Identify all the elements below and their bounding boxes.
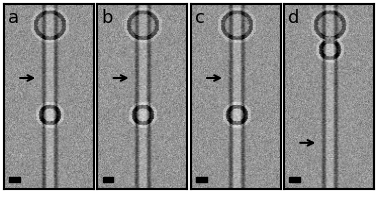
Bar xyxy=(289,177,300,182)
Text: c: c xyxy=(195,9,205,28)
Text: a: a xyxy=(8,9,19,28)
Bar xyxy=(196,177,207,182)
Text: b: b xyxy=(102,9,113,28)
Bar xyxy=(9,177,20,182)
Text: d: d xyxy=(288,9,300,28)
Bar xyxy=(102,177,113,182)
